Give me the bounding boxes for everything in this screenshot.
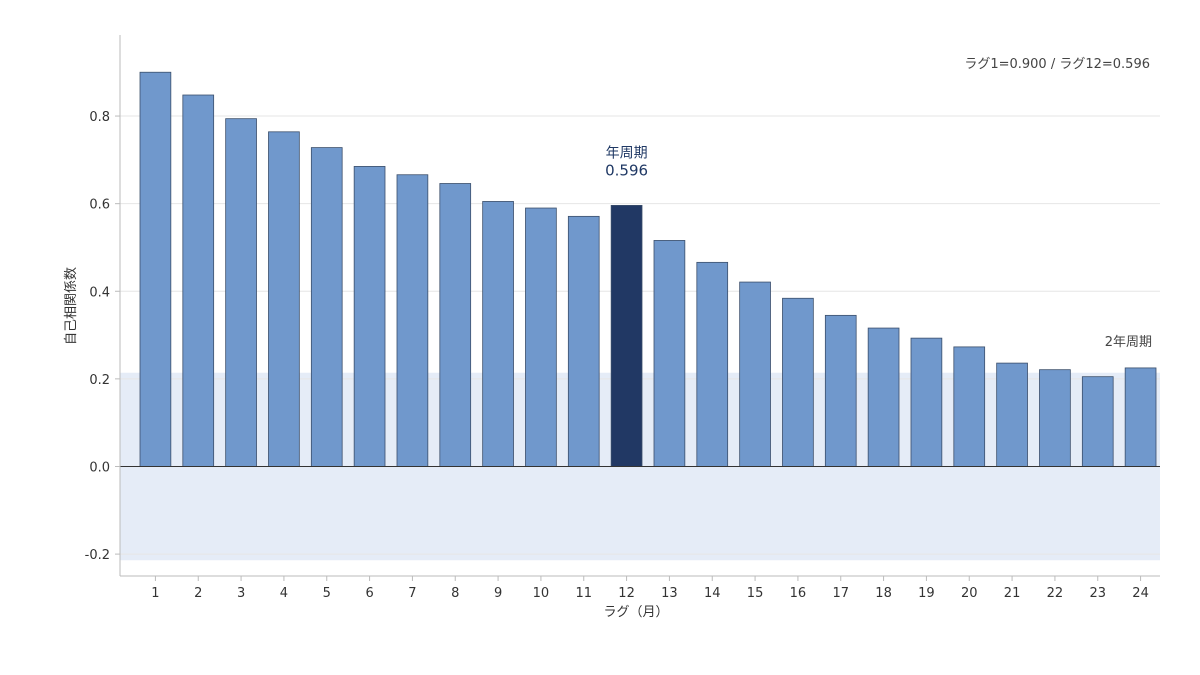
x-tick-label: 19 [918,586,935,601]
x-tick-label: 24 [1132,586,1149,601]
x-tick-label: 6 [365,586,373,601]
bar-lag-10 [525,207,557,467]
annual-cycle-label: 年周期 [606,145,648,161]
bar-lag-2 [182,94,215,467]
bar-lag-7 [396,174,429,467]
bar-lag-23 [1081,376,1114,467]
x-tick-label: 2 [194,586,202,601]
bar-lag-9 [482,201,514,467]
bar-lag-14 [696,261,729,467]
bar-lag-24 [1124,367,1157,467]
x-tick-label: 21 [1004,586,1021,601]
x-tick-label: 14 [704,586,721,601]
y-tick-label: 0.4 [89,285,110,300]
x-tick-label: 17 [832,586,849,601]
y-tick-label: 0.6 [89,198,110,213]
x-tick-label: 11 [575,586,592,601]
bar-lag-20 [953,346,986,467]
bar-lag-16 [782,297,814,467]
x-tick-label: 7 [408,586,416,601]
bar-lag-22 [1039,369,1071,467]
x-tick-label: 10 [533,586,550,601]
x-tick-label: 20 [961,586,978,601]
bar-lag-15 [739,281,771,467]
x-axis-title: ラグ（月） [603,605,668,620]
summary-annotation: ラグ1=0.900 / ラグ12=0.596 [964,57,1150,72]
bar-lag-12-highlight [610,205,643,467]
x-tick-label: 5 [323,586,331,601]
y-axis-title: 自己相関係数 [64,267,79,345]
y-tick-label: 0.8 [89,110,110,125]
bar-lag-3 [225,118,257,467]
bars [139,71,1157,467]
y-tick-label: -0.2 [85,548,110,563]
x-tick-label: 4 [280,586,288,601]
x-tick-label: 8 [451,586,459,601]
bar-lag-21 [996,362,1028,467]
x-tick-label: 12 [618,586,635,601]
x-tick-label: 15 [747,586,764,601]
bar-lag-18 [867,327,900,467]
bar-lag-8 [439,183,472,467]
y-tick-label: 0.0 [89,460,110,475]
bar-lag-5 [310,147,343,467]
x-tick-label: 23 [1089,586,1106,601]
bar-lag-4 [268,131,300,467]
bar-lag-11 [567,215,600,467]
bar-lag-13 [653,240,686,467]
x-tick-label: 3 [237,586,245,601]
x-tick-label: 13 [661,586,678,601]
x-tick-label: 18 [875,586,892,601]
x-tick-labels: 1 2 3 4 5 6 7 8 9 10 11 12 13 14 15 16 17 18 19 20 21 22 23 24 [151,576,1149,601]
x-tick-label: 16 [790,586,807,601]
x-tick-label: 22 [1047,586,1064,601]
bar-lag-19 [910,337,943,467]
annual-cycle-value: 0.596 [605,161,648,179]
bar-lag-1 [139,71,172,467]
bar-lag-17 [824,314,857,467]
y-tick-labels: -0.2 0.0 0.2 0.4 0.6 0.8 [85,110,120,563]
x-tick-label: 1 [151,586,159,601]
x-tick-label: 9 [494,586,502,601]
biennial-cycle-label: 2年周期 [1105,335,1152,350]
bar-lag-6 [353,166,386,467]
y-tick-label: 0.2 [89,373,110,388]
